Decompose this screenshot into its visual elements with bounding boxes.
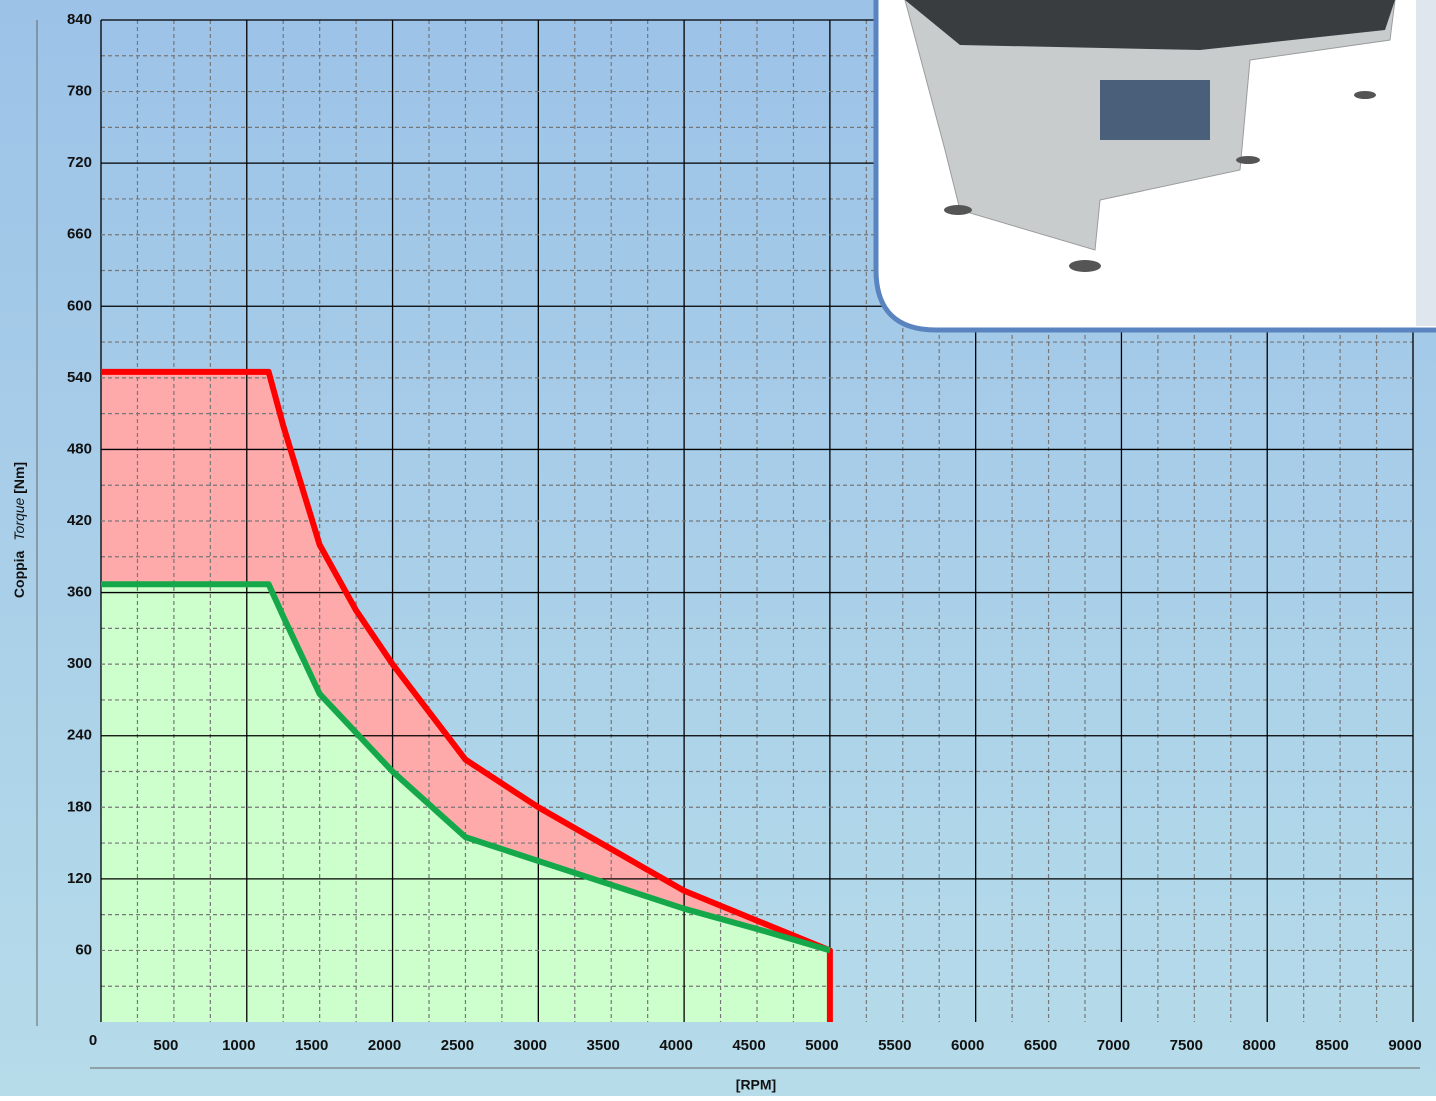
machine-foot [1069,260,1101,272]
machine-foot [944,205,972,215]
machine-foot [1236,156,1260,164]
page: {"chart_data": {"type": "area", "ylabel_… [0,0,1436,1096]
y-tick-label: 840 [67,11,92,28]
x-tick-label: 8500 [1315,1037,1348,1054]
y-tick-label: 780 [67,83,92,100]
x-tick-label: 4500 [732,1037,765,1054]
x-tick-label: 6000 [951,1037,984,1054]
machine-motor [1100,80,1210,140]
x-tick-label: 9000 [1388,1037,1421,1054]
y-tick-label: 180 [67,798,92,815]
x-tick-label: 6500 [1024,1037,1057,1054]
x-tick-label: 2000 [368,1037,401,1054]
x-tick-label: 7500 [1170,1037,1203,1054]
y-tick-label: 240 [67,727,92,744]
y-tick-label: 660 [67,226,92,243]
y-label-part: [Nm] [11,462,27,494]
y-label-part: Coppia [11,550,27,598]
x-tick-label: 1000 [222,1037,255,1054]
x-tick-label: 7000 [1097,1037,1130,1054]
x-tick-label: 2500 [441,1037,474,1054]
y-tick-label: 480 [67,440,92,457]
x-tick-label: 5500 [878,1037,911,1054]
y-tick-label: 540 [67,369,92,386]
y-tick-label: 360 [67,584,92,601]
machine-foot [1354,91,1376,99]
x-tick-label: 3000 [514,1037,547,1054]
y-axis-label: Coppia Torque [Nm] [11,462,27,598]
x-axis-label: [RPM] [736,1077,776,1093]
y-tick-label: 60 [75,941,92,958]
x-tick-label: 8000 [1243,1037,1276,1054]
y-tick-label: 720 [67,154,92,171]
photo-inset [876,0,1436,330]
x-tick-label: 4000 [659,1037,692,1054]
x-tick-label: 500 [153,1037,178,1054]
y-tick-label: 300 [67,655,92,672]
y-tick-label: 120 [67,870,92,887]
x-tick-label: 5000 [805,1037,838,1054]
x-tick-label: 3500 [587,1037,620,1054]
y-tick-label: 420 [67,512,92,529]
chart: Coppia Torque [Nm] [RPM] 60 120 180 240 300 3… [0,0,1436,1096]
y-label-part: Torque [11,497,27,540]
photo-edge [1416,0,1436,326]
x-tick-label: 0 [89,1032,97,1049]
x-tick-label: 1500 [295,1037,328,1054]
y-tick-label: 600 [67,297,92,314]
